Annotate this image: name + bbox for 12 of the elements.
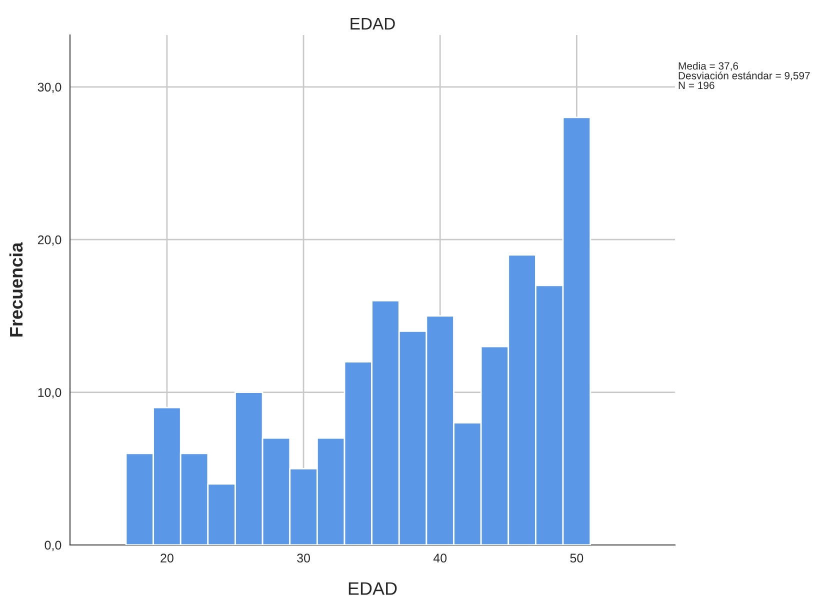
y-tick-label: 10,0 xyxy=(38,388,62,398)
y-axis-title: Frecuencia xyxy=(9,242,23,336)
x-tick-label: 40 xyxy=(433,554,447,563)
y-tick-label: 20,0 xyxy=(38,235,62,246)
y-tick-label: 0,0 xyxy=(44,540,62,552)
x-axis-title: EDAD xyxy=(348,582,397,595)
x-tick-label: 30 xyxy=(297,554,310,563)
x-tick-label: 50 xyxy=(570,554,584,563)
chart-title: EDAD xyxy=(350,18,395,30)
x-tick-label: 20 xyxy=(160,554,174,563)
text: Media = 37,6 Desviación estándar = 9,597 N = 196 xyxy=(678,62,810,90)
y-tick-label: 30,0 xyxy=(38,82,62,94)
